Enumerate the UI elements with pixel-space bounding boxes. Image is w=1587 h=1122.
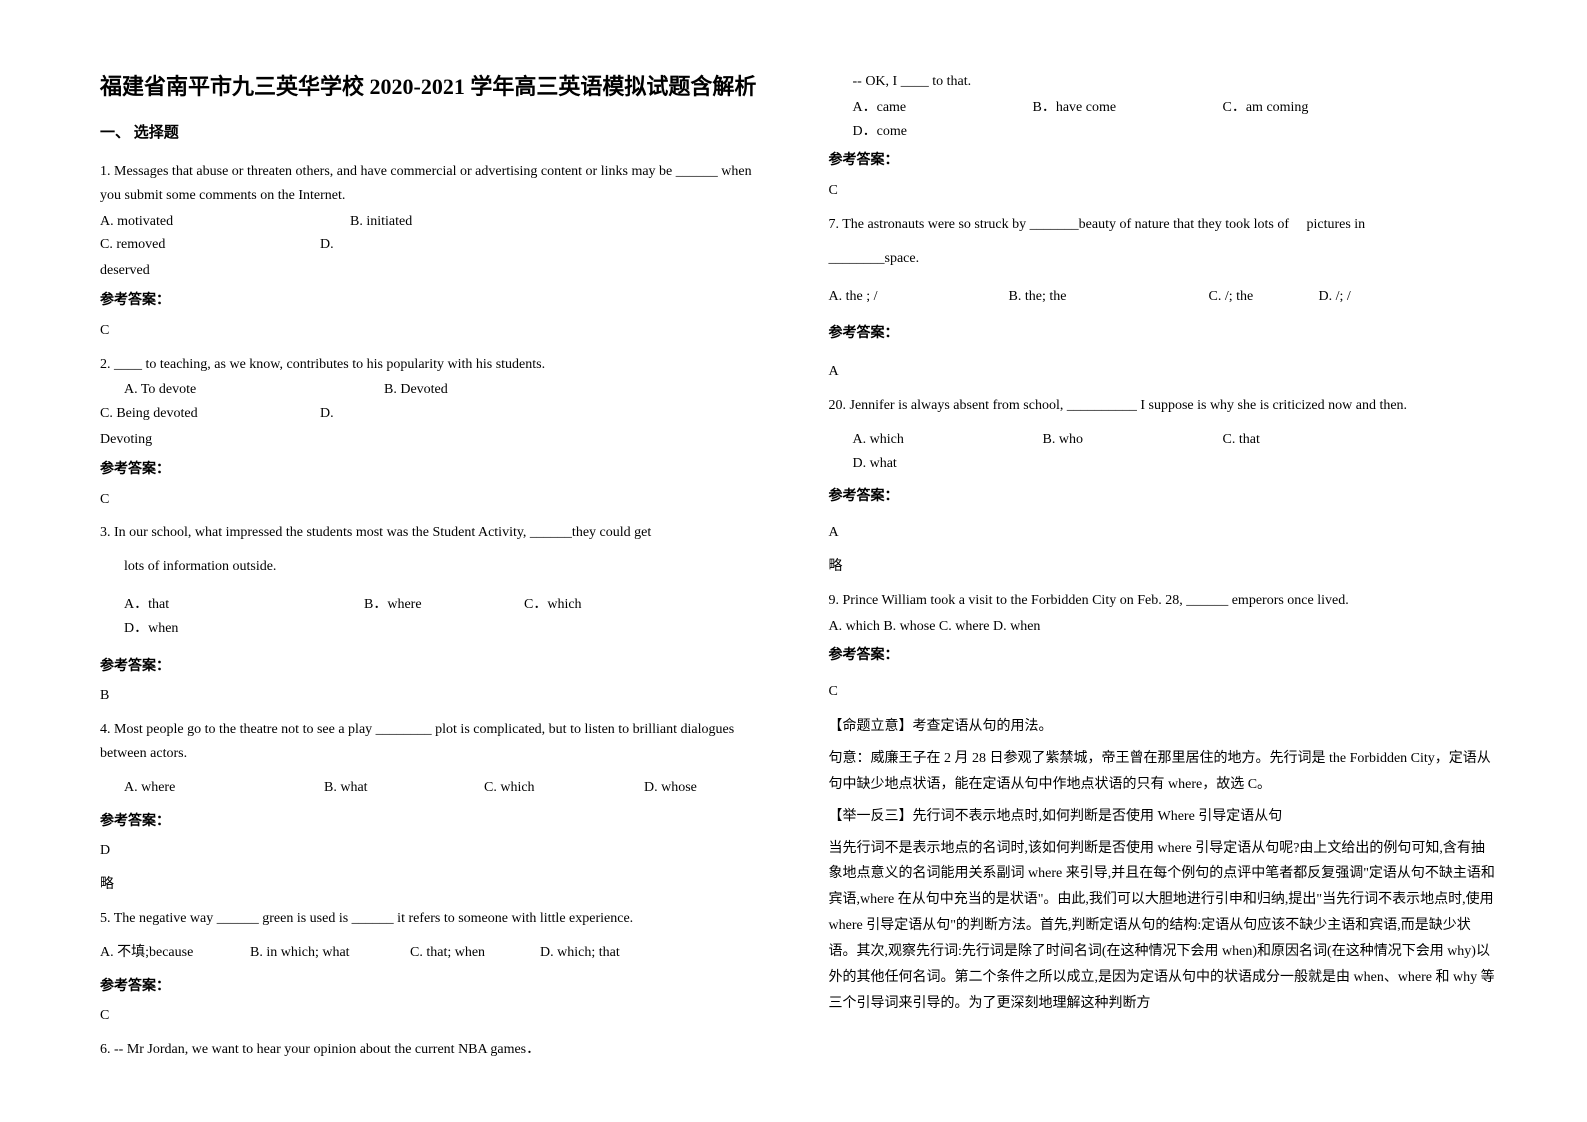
option-c: C. removed: [100, 233, 270, 257]
option-a: A. 不填;because: [100, 941, 230, 965]
answer-label: 参考答案：: [100, 655, 769, 679]
answer-label: 参考答案：: [100, 289, 769, 313]
answer-extra: 略: [829, 555, 1498, 579]
answer-value: A: [829, 360, 1498, 384]
option-a: A．that: [124, 593, 314, 617]
option-d-word: deserved: [100, 259, 769, 283]
option-d: D．come: [853, 120, 907, 144]
question-stem: 9. Prince William took a visit to the Fo…: [829, 589, 1498, 613]
option-d: D. which; that: [540, 941, 620, 965]
option-d: D．when: [124, 617, 178, 641]
question-options: A. motivated B. initiated C. removed D.: [100, 210, 769, 258]
question-stem: 3. In our school, what impressed the stu…: [100, 521, 769, 579]
question-stem: 5. The negative way ______ green is used…: [100, 907, 769, 931]
question-4: 4. Most people go to the theatre not to …: [100, 718, 769, 897]
option-b: B. the; the: [1009, 285, 1159, 309]
question-1: 1. Messages that abuse or threaten other…: [100, 160, 769, 343]
answer-label: 参考答案：: [829, 485, 1498, 509]
option-c: C. Being devoted: [100, 402, 270, 426]
option-b: B．where: [364, 593, 474, 617]
option-d: D. whose: [644, 776, 697, 800]
option-c: C. that; when: [410, 941, 520, 965]
question-options: A．that B．where C．which D．when: [100, 593, 769, 641]
option-c: C．am coming: [1223, 96, 1373, 120]
option-d: D. what: [853, 452, 897, 476]
question-options-line: A. which B. whose C. where D. when: [829, 615, 1498, 639]
answer-extra: 略: [100, 873, 769, 897]
option-d: D. /; /: [1319, 285, 1351, 309]
explanation-text: 句意：威廉王子在 2 月 28 日参观了紫禁城，帝王曾在那里居住的地方。先行词是…: [829, 746, 1498, 798]
option-c: C. which: [484, 776, 594, 800]
question-7: 7. The astronauts were so struck by ____…: [829, 213, 1498, 384]
answer-label: 参考答案：: [100, 975, 769, 999]
option-b: B. what: [324, 776, 434, 800]
explanation-heading: 【命题立意】考查定语从句的用法。: [829, 714, 1498, 740]
option-a: A. which: [853, 428, 993, 452]
answer-label: 参考答案：: [829, 644, 1498, 668]
option-a: A．came: [853, 96, 983, 120]
option-a: A. where: [124, 776, 274, 800]
question-options: A. 不填;because B. in which; what C. that;…: [100, 941, 769, 965]
option-d-prefix: D.: [320, 402, 334, 426]
answer-value: B: [100, 684, 769, 708]
option-d-prefix: D.: [320, 233, 334, 257]
option-b: B. who: [1043, 428, 1173, 452]
answer-value: D: [100, 839, 769, 863]
option-b: B．have come: [1033, 96, 1173, 120]
question-options: A. To devote B. Devoted C. Being devoted…: [100, 378, 769, 426]
answer-label: 参考答案：: [100, 810, 769, 834]
question-options: A. which B. who C. that D. what: [829, 428, 1498, 476]
question-options: A．came B．have come C．am coming D．come: [829, 96, 1498, 144]
option-c: C．which: [524, 593, 624, 617]
right-column: -- OK, I ____ to that. A．came B．have com…: [829, 70, 1498, 1068]
option-a: A. To devote: [100, 378, 334, 402]
question-options: A. the ; / B. the; the C. /; the D. /; /: [829, 285, 1498, 309]
page: 福建省南平市九三英华学校 2020-2021 学年高三英语模拟试题含解析 一、 …: [0, 0, 1587, 1108]
answer-value: A: [829, 521, 1498, 545]
option-b: B. Devoted: [384, 378, 554, 402]
question-stem: 1. Messages that abuse or threaten other…: [100, 160, 769, 208]
question-6-part1: 6. -- Mr Jordan, we want to hear your op…: [100, 1038, 769, 1062]
option-c: C. that: [1223, 428, 1393, 452]
option-c: C. /; the: [1209, 285, 1299, 309]
explanation-body: 当先行词不是表示地点的名词时,该如何判断是否使用 where 引导定语从句呢?由…: [829, 836, 1498, 1017]
question-options: A. where B. what C. which D. whose: [100, 776, 769, 800]
question-3: 3. In our school, what impressed the stu…: [100, 521, 769, 708]
question-20: 20. Jennifer is always absent from schoo…: [829, 394, 1498, 579]
question-stem: 2. ____ to teaching, as we know, contrib…: [100, 353, 769, 377]
question-9: 9. Prince William took a visit to the Fo…: [829, 589, 1498, 1017]
question-5: 5. The negative way ______ green is used…: [100, 907, 769, 1028]
question-stem-cont: -- OK, I ____ to that.: [829, 70, 1498, 94]
question-2: 2. ____ to teaching, as we know, contrib…: [100, 353, 769, 512]
answer-value: C: [829, 179, 1498, 203]
question-stem: 6. -- Mr Jordan, we want to hear your op…: [100, 1038, 769, 1062]
question-stem: 7. The astronauts were so struck by ____…: [829, 213, 1498, 271]
answer-value: C: [100, 319, 769, 343]
option-b: B. initiated: [350, 210, 510, 234]
answer-value: C: [100, 488, 769, 512]
option-d-word: Devoting: [100, 428, 769, 452]
section-heading: 一、 选择题: [100, 121, 769, 142]
document-title: 福建省南平市九三英华学校 2020-2021 学年高三英语模拟试题含解析: [100, 70, 769, 103]
answer-value: C: [100, 1004, 769, 1028]
option-a: A. motivated: [100, 210, 300, 234]
answer-label: 参考答案：: [829, 322, 1498, 346]
option-a: A. the ; /: [829, 285, 959, 309]
answer-label: 参考答案：: [100, 458, 769, 482]
explanation-subheading: 【举一反三】先行词不表示地点时,如何判断是否使用 Where 引导定语从句: [829, 804, 1498, 830]
answer-label: 参考答案：: [829, 149, 1498, 173]
question-stem: 4. Most people go to the theatre not to …: [100, 718, 769, 766]
question-stem: 20. Jennifer is always absent from schoo…: [829, 394, 1498, 418]
question-6-part2: -- OK, I ____ to that. A．came B．have com…: [829, 70, 1498, 203]
answer-value: C: [829, 680, 1498, 704]
option-b: B. in which; what: [250, 941, 390, 965]
left-column: 福建省南平市九三英华学校 2020-2021 学年高三英语模拟试题含解析 一、 …: [100, 70, 769, 1068]
